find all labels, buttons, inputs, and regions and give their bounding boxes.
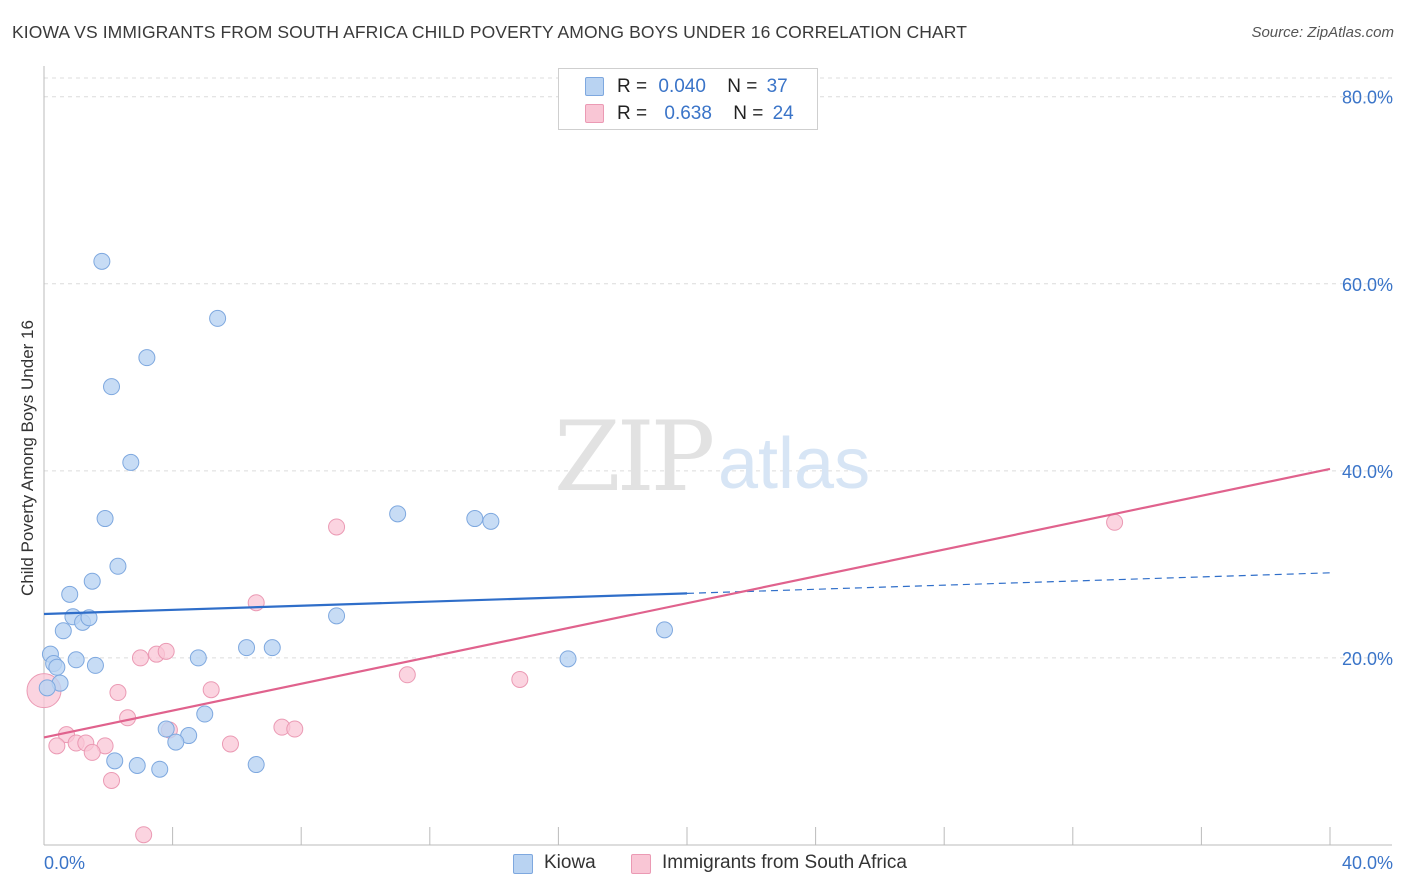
legend-r-label: R = [617,76,648,97]
kiowa-point [67,651,85,669]
kiowa-point [109,557,127,575]
south-africa-point [286,720,304,738]
kiowa-point [238,639,256,657]
legend-r-label: R = [617,103,648,124]
south-africa-point [328,518,346,536]
kiowa-point [263,639,281,657]
kiowa-point [48,658,66,676]
kiowa-point [151,760,169,778]
kiowa-point [93,252,111,270]
south-africa-point [202,681,220,699]
kiowa-point [128,756,146,774]
y-tick-label: 40.0% [1342,462,1393,482]
south-africa-point [131,649,149,667]
bottom-legend-swatch-kiowa [513,854,533,874]
watermark: ZIP atlas [554,401,870,513]
kiowa-point [86,656,104,674]
y-tick-label: 80.0% [1342,88,1393,108]
y-axis-label: Child Poverty Among Boys Under 16 [18,320,37,596]
correlation-legend: R = 0.040 N = 37 R = 0.638 N = 24 [558,68,818,130]
south-africa-point [157,642,175,660]
kiowa-point [54,622,72,640]
kiowa-point [38,679,56,697]
kiowa-point [189,649,207,667]
kiowa-point [96,510,114,528]
kiowa-point [209,309,227,327]
south-africa-point [83,743,101,761]
kiowa-point [157,720,175,738]
watermark-zip: ZIP [554,401,713,513]
kiowa-point [389,505,407,523]
x-tick-label: 40.0% [1342,853,1393,873]
kiowa-point [83,572,101,590]
kiowa-point [103,378,121,396]
points-layer [26,252,1124,844]
south-africa-point [135,826,153,844]
legend-n-value: 37 [766,76,788,97]
south-africa-point [1106,513,1124,531]
watermark-atlas: atlas [718,424,870,504]
south-africa-point [103,771,121,789]
kiowa-point [138,349,156,367]
bottom-legend-label-south-africa: Immigrants from South Africa [662,852,907,873]
trend-layer [43,467,1331,739]
tick-labels: 20.0% 40.0% 60.0% 80.0% 0.0% 40.0% [44,88,1393,873]
south-africa-point [109,684,127,702]
kiowa-point [559,650,577,668]
kiowa-point [196,705,214,723]
legend-n-label: N = [733,103,764,124]
kiowa-point [106,752,124,770]
chart-title: KIOWA VS IMMIGRANTS FROM SOUTH AFRICA CH… [12,22,968,42]
kiowa-point [328,607,346,625]
kiowa-point [482,512,500,530]
kiowa-point [466,510,484,528]
south-africa-point [221,735,239,753]
y-tick-label: 60.0% [1342,275,1393,295]
south-africa-point [398,666,416,684]
bottom-legend-swatch-south-africa [631,854,651,874]
kiowa-trend-line [43,592,688,616]
legend-r-value: 0.638 [664,103,712,124]
kiowa-point [167,733,185,751]
bottom-legend-label-kiowa: Kiowa [544,852,596,873]
legend-swatch-south-africa [585,104,604,123]
legend-n-value: 24 [772,103,794,124]
legend-swatch-kiowa [585,77,604,96]
legend-n-label: N = [727,76,758,97]
kiowa-point [247,756,265,774]
x-tick-label: 0.0% [44,853,85,873]
kiowa-point [122,453,140,471]
south-africa-trend-line [43,467,1331,739]
south-africa-point [511,670,529,688]
south-africa-point [48,737,66,755]
kiowa-point [655,621,673,639]
source-credit: Source: ZipAtlas.com [1251,24,1394,41]
grid-layer [44,77,1392,659]
y-tick-label: 20.0% [1342,649,1393,669]
axes-layer [43,66,1392,846]
legend-r-value: 0.040 [658,76,706,97]
kiowa-point [61,585,79,603]
